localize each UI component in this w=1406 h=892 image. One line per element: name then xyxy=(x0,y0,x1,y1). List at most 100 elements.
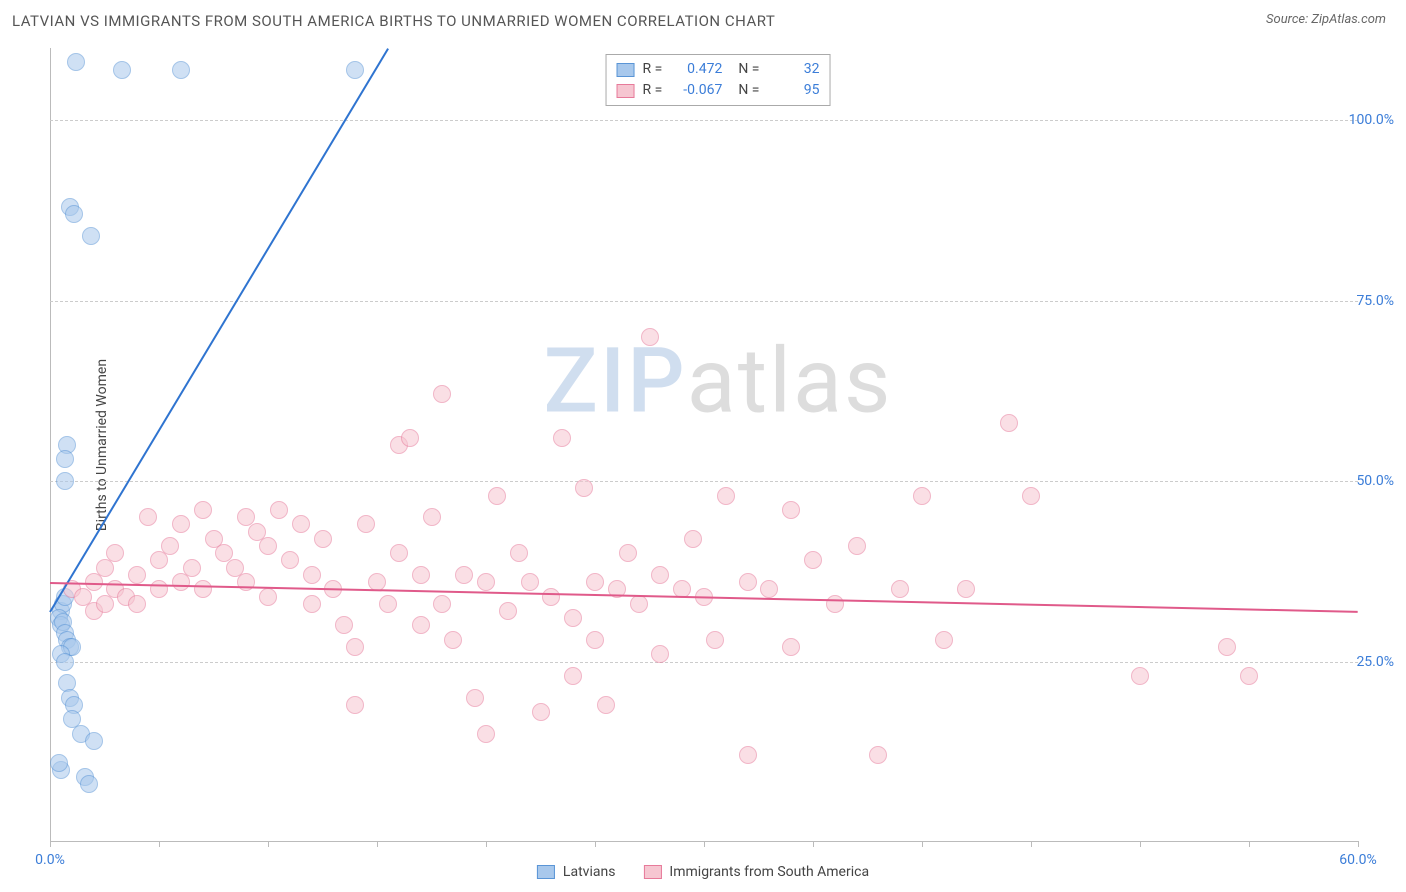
y-tick-label: 25.0% xyxy=(1356,654,1394,670)
legend-item-immigrants: Immigrants from South America xyxy=(643,864,869,880)
x-tick-mark xyxy=(268,841,269,847)
scatter-point-immigrants xyxy=(390,544,408,562)
watermark: ZIPatlas xyxy=(544,329,893,434)
r-value: 0.472 xyxy=(670,59,722,80)
scatter-point-immigrants xyxy=(575,479,593,497)
legend-row: R = -0.067 N = 95 xyxy=(617,80,820,101)
x-tick-label: 0.0% xyxy=(35,852,65,868)
y-tick-label: 75.0% xyxy=(1356,293,1394,309)
scatter-point-immigrants xyxy=(706,631,724,649)
scatter-point-immigrants xyxy=(106,544,124,562)
scatter-point-immigrants xyxy=(172,515,190,533)
scatter-point-latvians xyxy=(56,450,74,468)
scatter-point-immigrants xyxy=(1218,638,1236,656)
scatter-point-immigrants xyxy=(760,580,778,598)
n-value: 95 xyxy=(767,80,819,101)
n-label: N = xyxy=(738,80,759,101)
scatter-point-immigrants xyxy=(564,667,582,685)
scatter-point-immigrants xyxy=(869,746,887,764)
x-tick-mark xyxy=(704,841,705,847)
scatter-point-immigrants xyxy=(488,487,506,505)
x-tick-mark xyxy=(50,841,51,847)
scatter-point-immigrants xyxy=(314,530,332,548)
scatter-point-immigrants xyxy=(532,703,550,721)
legend-swatch-pink xyxy=(643,865,661,879)
scatter-point-immigrants xyxy=(553,429,571,447)
scatter-point-immigrants xyxy=(444,631,462,649)
scatter-point-immigrants xyxy=(586,573,604,591)
scatter-point-immigrants xyxy=(412,616,430,634)
n-label: N = xyxy=(738,59,759,80)
x-tick-mark xyxy=(595,841,596,847)
scatter-point-immigrants xyxy=(477,725,495,743)
source-label: Source: ZipAtlas.com xyxy=(1266,12,1386,27)
r-label: R = xyxy=(643,59,663,80)
scatter-point-latvians xyxy=(80,775,98,793)
scatter-point-immigrants xyxy=(521,573,539,591)
legend-swatch-pink xyxy=(617,84,635,98)
scatter-point-immigrants xyxy=(433,595,451,613)
scatter-point-immigrants xyxy=(957,580,975,598)
watermark-atlas: atlas xyxy=(687,329,893,434)
trend-line-latvians xyxy=(49,48,389,612)
scatter-point-immigrants xyxy=(128,595,146,613)
scatter-point-immigrants xyxy=(739,573,757,591)
legend-swatch-blue xyxy=(617,63,635,77)
scatter-point-immigrants xyxy=(717,487,735,505)
scatter-point-latvians xyxy=(50,754,68,772)
legend-item-latvians: Latvians xyxy=(537,864,616,880)
scatter-point-immigrants xyxy=(499,602,517,620)
scatter-point-immigrants xyxy=(641,328,659,346)
scatter-point-immigrants xyxy=(804,551,822,569)
scatter-point-immigrants xyxy=(139,508,157,526)
scatter-point-immigrants xyxy=(379,595,397,613)
scatter-point-immigrants xyxy=(161,537,179,555)
scatter-point-immigrants xyxy=(619,544,637,562)
scatter-point-immigrants xyxy=(586,631,604,649)
scatter-point-immigrants xyxy=(455,566,473,584)
legend-swatch-blue xyxy=(537,865,555,879)
scatter-point-immigrants xyxy=(564,609,582,627)
scatter-point-immigrants xyxy=(782,638,800,656)
scatter-point-immigrants xyxy=(913,487,931,505)
scatter-point-immigrants xyxy=(433,385,451,403)
series-legend: Latvians Immigrants from South America xyxy=(537,864,869,880)
legend-label: Latvians xyxy=(563,864,616,880)
x-tick-mark xyxy=(1358,841,1359,847)
scatter-point-immigrants xyxy=(346,696,364,714)
watermark-zip: ZIP xyxy=(544,329,687,434)
scatter-point-latvians xyxy=(346,61,364,79)
scatter-point-immigrants xyxy=(412,566,430,584)
scatter-point-immigrants xyxy=(739,746,757,764)
scatter-point-immigrants xyxy=(651,645,669,663)
grid-line xyxy=(50,662,1358,663)
scatter-point-latvians xyxy=(65,205,83,223)
correlation-legend: R = 0.472 N = 32 R = -0.067 N = 95 xyxy=(606,54,831,106)
legend-row: R = 0.472 N = 32 xyxy=(617,59,820,80)
scatter-point-latvians xyxy=(113,61,131,79)
legend-label: Immigrants from South America xyxy=(669,864,869,880)
scatter-point-immigrants xyxy=(194,501,212,519)
scatter-point-immigrants xyxy=(597,696,615,714)
scatter-point-immigrants xyxy=(826,595,844,613)
scatter-point-immigrants xyxy=(281,551,299,569)
y-tick-label: 50.0% xyxy=(1356,473,1394,489)
scatter-point-immigrants xyxy=(259,537,277,555)
scatter-point-immigrants xyxy=(423,508,441,526)
x-tick-mark xyxy=(486,841,487,847)
x-tick-mark xyxy=(1140,841,1141,847)
scatter-point-immigrants xyxy=(466,689,484,707)
scatter-point-latvians xyxy=(85,732,103,750)
y-axis-line xyxy=(50,48,51,842)
scatter-point-immigrants xyxy=(303,595,321,613)
plot-region: ZIPatlas R = 0.472 N = 32 R = -0.067 N =… xyxy=(50,48,1386,842)
scatter-point-immigrants xyxy=(1240,667,1258,685)
scatter-point-immigrants xyxy=(357,515,375,533)
scatter-point-immigrants xyxy=(259,588,277,606)
scatter-point-immigrants xyxy=(630,595,648,613)
scatter-point-immigrants xyxy=(183,559,201,577)
x-tick-mark xyxy=(813,841,814,847)
grid-line xyxy=(50,120,1358,121)
n-value: 32 xyxy=(767,59,819,80)
scatter-point-immigrants xyxy=(194,580,212,598)
